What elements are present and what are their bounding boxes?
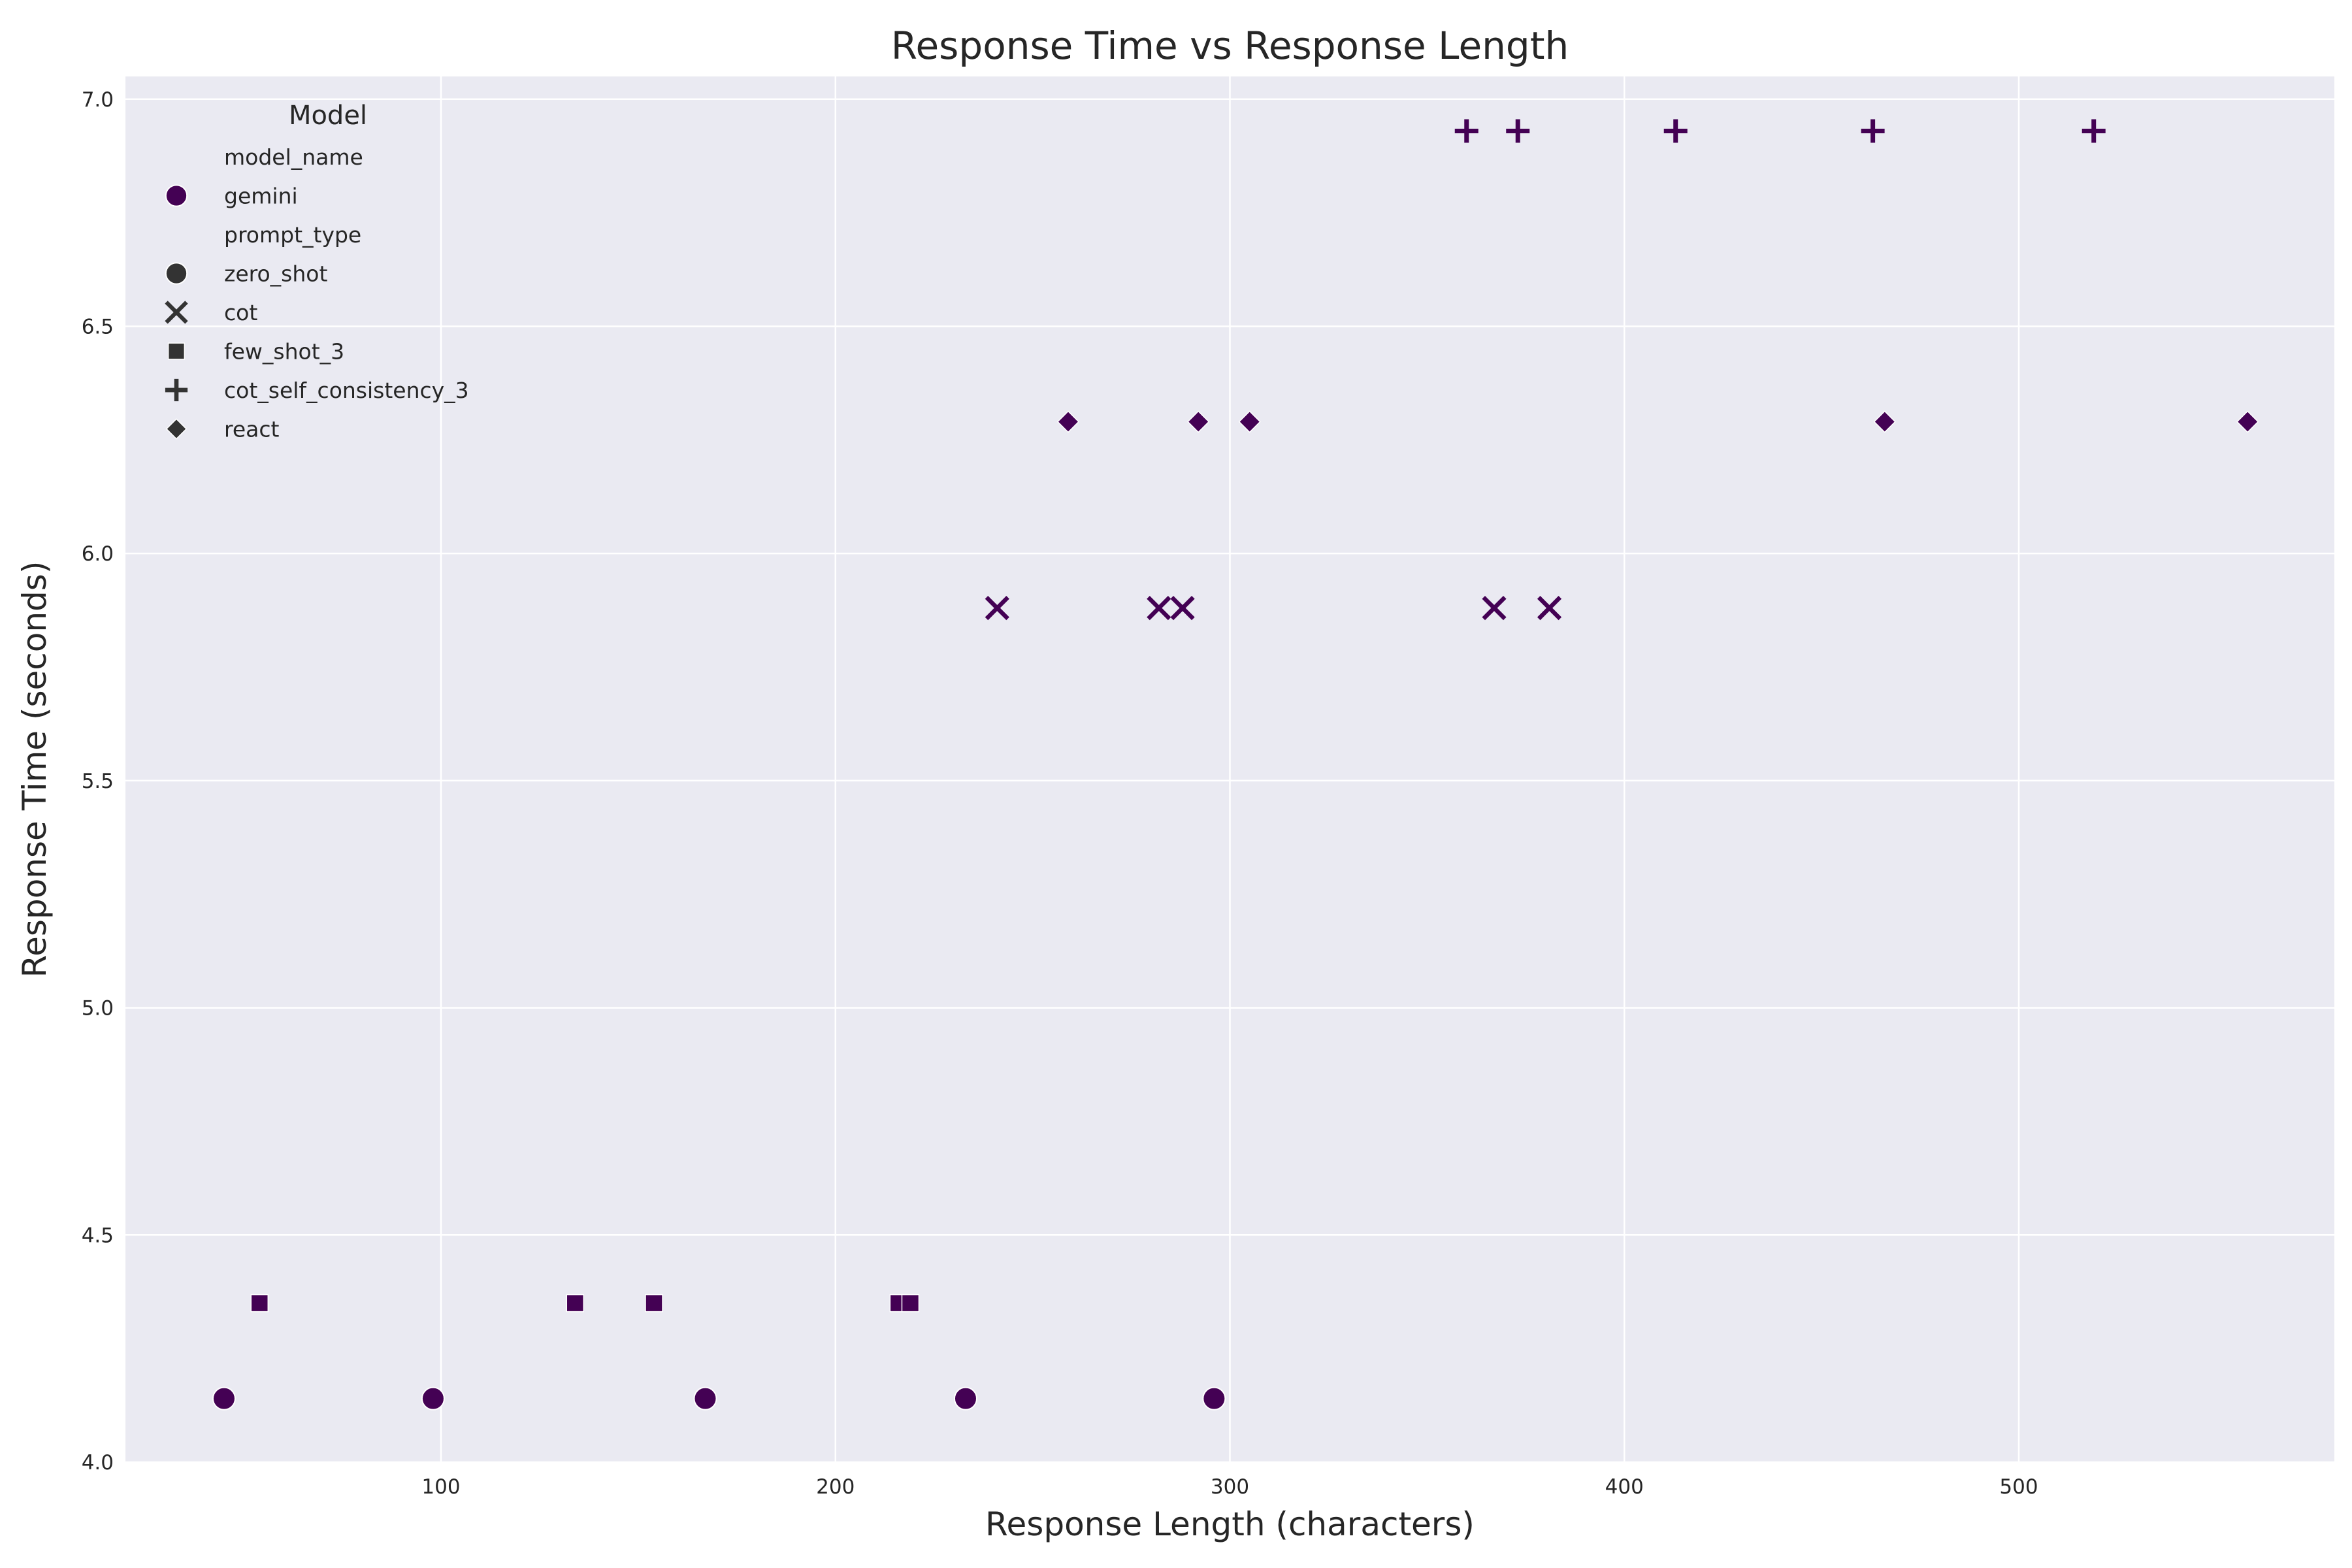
legend-marker-diamond	[165, 418, 188, 440]
legend-label: react	[224, 417, 280, 442]
y-tick-label: 5.5	[82, 770, 114, 793]
data-point-few_shot_3	[645, 1294, 663, 1313]
data-point-few_shot_3	[901, 1294, 920, 1313]
y-tick-label: 6.0	[82, 542, 114, 566]
data-point-cot_self_consistency_3	[1506, 119, 1530, 143]
grid	[125, 76, 2334, 1463]
legend-marker-x	[165, 301, 188, 324]
legend-marker-square	[167, 342, 186, 360]
x-tick-label: 200	[816, 1475, 855, 1499]
legend-marker-circle	[165, 184, 188, 207]
y-axis-label: Response Time (seconds)	[16, 561, 54, 978]
x-stroke	[1147, 596, 1171, 621]
x-tick-label: 500	[1999, 1475, 2038, 1499]
x-stroke	[1482, 596, 1507, 621]
data-point-cot_self_consistency_3	[1454, 119, 1478, 143]
data-point-zero_shot	[693, 1386, 717, 1411]
y-tick-label: 5.0	[82, 997, 114, 1021]
x-stroke	[165, 301, 188, 324]
data-point-zero_shot	[1202, 1386, 1226, 1411]
legend-label: model_name	[224, 144, 363, 170]
legend-label: few_shot_3	[224, 339, 344, 365]
chart-title: Response Time vs Response Length	[891, 24, 1569, 68]
y-tick-label: 4.5	[82, 1224, 114, 1247]
data-points	[212, 119, 2259, 1411]
legend-label: prompt_type	[224, 222, 361, 248]
data-point-react	[1873, 410, 1896, 433]
y-tick-label: 6.5	[82, 315, 114, 338]
data-point-zero_shot	[953, 1386, 977, 1411]
data-point-zero_shot	[212, 1386, 236, 1411]
x-tick-label: 100	[421, 1475, 460, 1499]
x-stroke	[1170, 596, 1195, 621]
data-point-cot	[1147, 596, 1171, 621]
x-stroke	[985, 596, 1009, 621]
legend-label: gemini	[224, 184, 298, 209]
data-point-cot_self_consistency_3	[1861, 119, 1885, 143]
data-point-cot	[985, 596, 1009, 621]
data-point-cot	[1537, 596, 1562, 621]
x-axis-label: Response Length (characters)	[985, 1505, 1475, 1543]
y-tick-label: 7.0	[82, 88, 114, 112]
x-axis-ticks: 100 200 300 400 500	[421, 1475, 2038, 1499]
data-point-cot	[1170, 596, 1195, 621]
data-point-few_shot_3	[250, 1294, 269, 1313]
data-point-react	[1187, 410, 1210, 433]
x-tick-label: 400	[1605, 1475, 1644, 1499]
legend-marker-plus	[165, 378, 188, 402]
legend-marker-circle	[165, 262, 188, 285]
data-point-react	[2236, 410, 2259, 433]
legend-label: cot	[224, 300, 257, 325]
legend-label: cot_self_consistency_3	[224, 378, 469, 403]
data-point-cot	[1482, 596, 1507, 621]
legend-label: zero_shot	[224, 261, 327, 287]
legend-title: Model	[289, 101, 367, 131]
x-tick-label: 300	[1211, 1475, 1249, 1499]
data-point-few_shot_3	[566, 1294, 585, 1313]
x-stroke	[1537, 596, 1562, 621]
y-axis-ticks: 4.0 4.5 5.0 5.5 6.0 6.5 7.0	[82, 88, 114, 1475]
data-point-react	[1238, 410, 1261, 433]
data-point-cot_self_consistency_3	[1663, 119, 1688, 143]
data-point-react	[1056, 410, 1080, 433]
data-point-zero_shot	[421, 1386, 445, 1411]
y-tick-label: 4.0	[82, 1451, 114, 1475]
data-point-cot_self_consistency_3	[2082, 119, 2106, 143]
